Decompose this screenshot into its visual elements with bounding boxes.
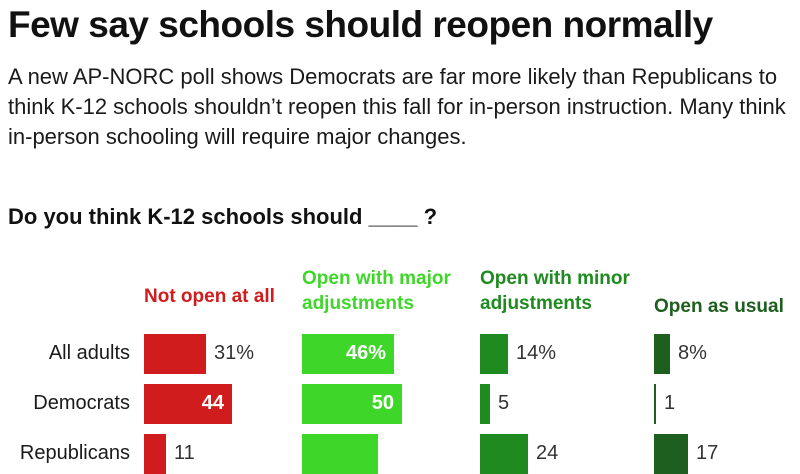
row-label-2: Republicans [19,442,130,464]
bar-minor-2 [480,434,528,474]
bar-not_open-2 [144,434,166,474]
bar-usual-0 [654,334,670,374]
row-label-0: All adults [48,342,130,364]
row-label-1: Democrats [33,392,130,414]
question-label: Do you think K-12 schools should ____ ? [8,204,438,229]
bar-minor-1 [480,384,490,424]
bar-not_open-0 [144,334,206,374]
bar-usual-2 [654,434,688,474]
bar-major-0 [302,334,394,374]
chart-subtitle: A new AP-NORC poll shows Democrats are f… [8,64,786,149]
bar-not_open-1 [144,384,232,424]
value-label-major-0: 46% [345,342,386,364]
value-label-minor-2: 24 [536,442,559,464]
value-label-minor-0: 14% [516,342,557,364]
value-label-not_open-2: 11 [174,442,195,464]
value-label-usual-0: 8% [678,342,707,364]
legend-minor: Open with minor adjustments [480,268,630,314]
bar-minor-0 [480,334,508,374]
legend-usual: Open as usual [654,296,784,317]
value-label-major-1: 50 [371,392,394,414]
legend-not_open: Not open at all [144,286,275,307]
value-label-not_open-0: 31% [214,342,255,364]
chart-title: Few say schools should reopen normally [8,4,713,45]
bar-usual-1 [654,384,656,424]
bar-major-2 [302,434,378,474]
value-label-usual-1: 1 [664,392,676,414]
legend-major: Open with major adjustments [302,268,451,314]
bar-major-1 [302,384,402,424]
value-label-usual-2: 17 [696,442,719,464]
value-label-not_open-1: 44 [201,392,224,414]
value-label-minor-1: 5 [498,392,510,414]
